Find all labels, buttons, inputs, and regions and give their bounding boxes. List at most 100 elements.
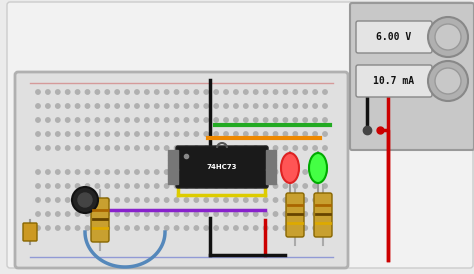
- Circle shape: [46, 146, 50, 150]
- Circle shape: [293, 118, 298, 122]
- Circle shape: [283, 104, 288, 108]
- Circle shape: [36, 104, 40, 108]
- Circle shape: [194, 146, 199, 150]
- Circle shape: [313, 212, 317, 216]
- Circle shape: [204, 226, 209, 230]
- Circle shape: [125, 198, 129, 202]
- FancyBboxPatch shape: [7, 2, 473, 268]
- Circle shape: [234, 90, 238, 94]
- Circle shape: [184, 170, 189, 174]
- Circle shape: [174, 212, 179, 216]
- Circle shape: [55, 104, 60, 108]
- Circle shape: [194, 132, 199, 136]
- Circle shape: [234, 132, 238, 136]
- Circle shape: [204, 146, 209, 150]
- Circle shape: [313, 90, 317, 94]
- Circle shape: [155, 198, 159, 202]
- Circle shape: [55, 90, 60, 94]
- Circle shape: [184, 132, 189, 136]
- Circle shape: [65, 226, 70, 230]
- Circle shape: [254, 118, 258, 122]
- Circle shape: [164, 226, 169, 230]
- Circle shape: [135, 132, 139, 136]
- Circle shape: [204, 212, 209, 216]
- Circle shape: [204, 118, 209, 122]
- Circle shape: [313, 184, 317, 188]
- Circle shape: [323, 132, 327, 136]
- Circle shape: [273, 118, 278, 122]
- Bar: [168, 160, 178, 165]
- FancyBboxPatch shape: [356, 65, 432, 97]
- Circle shape: [254, 170, 258, 174]
- Circle shape: [214, 184, 219, 188]
- Circle shape: [214, 226, 219, 230]
- Circle shape: [323, 90, 327, 94]
- Circle shape: [85, 104, 90, 108]
- Circle shape: [145, 212, 149, 216]
- Circle shape: [303, 198, 308, 202]
- Circle shape: [204, 184, 209, 188]
- Circle shape: [155, 132, 159, 136]
- Circle shape: [115, 226, 119, 230]
- Circle shape: [283, 132, 288, 136]
- Circle shape: [164, 184, 169, 188]
- Circle shape: [313, 104, 317, 108]
- Circle shape: [234, 198, 238, 202]
- Circle shape: [145, 118, 149, 122]
- Circle shape: [65, 184, 70, 188]
- Circle shape: [164, 198, 169, 202]
- Circle shape: [46, 132, 50, 136]
- FancyBboxPatch shape: [23, 223, 37, 241]
- Circle shape: [204, 132, 209, 136]
- Circle shape: [214, 118, 219, 122]
- Circle shape: [72, 187, 98, 213]
- Circle shape: [85, 146, 90, 150]
- Circle shape: [75, 212, 80, 216]
- Circle shape: [303, 212, 308, 216]
- Circle shape: [36, 90, 40, 94]
- Circle shape: [303, 170, 308, 174]
- Circle shape: [145, 184, 149, 188]
- Circle shape: [303, 132, 308, 136]
- Circle shape: [194, 90, 199, 94]
- Circle shape: [46, 198, 50, 202]
- Circle shape: [135, 146, 139, 150]
- Circle shape: [65, 104, 70, 108]
- Circle shape: [224, 146, 228, 150]
- Circle shape: [234, 104, 238, 108]
- Bar: [266, 150, 276, 155]
- Circle shape: [254, 146, 258, 150]
- Circle shape: [303, 184, 308, 188]
- Circle shape: [293, 132, 298, 136]
- Circle shape: [214, 170, 219, 174]
- Circle shape: [194, 118, 199, 122]
- Circle shape: [244, 90, 248, 94]
- Circle shape: [145, 132, 149, 136]
- Bar: [168, 179, 178, 184]
- Circle shape: [105, 170, 109, 174]
- Ellipse shape: [309, 153, 327, 183]
- Circle shape: [46, 118, 50, 122]
- Circle shape: [125, 90, 129, 94]
- Circle shape: [214, 132, 219, 136]
- Circle shape: [224, 90, 228, 94]
- Circle shape: [95, 212, 100, 216]
- Circle shape: [234, 118, 238, 122]
- Circle shape: [95, 90, 100, 94]
- Circle shape: [428, 61, 468, 101]
- Circle shape: [115, 170, 119, 174]
- Circle shape: [115, 146, 119, 150]
- Circle shape: [155, 184, 159, 188]
- Circle shape: [55, 170, 60, 174]
- Circle shape: [244, 170, 248, 174]
- Circle shape: [204, 198, 209, 202]
- Circle shape: [75, 104, 80, 108]
- Circle shape: [323, 118, 327, 122]
- Circle shape: [36, 212, 40, 216]
- Circle shape: [174, 90, 179, 94]
- Circle shape: [164, 104, 169, 108]
- Circle shape: [303, 146, 308, 150]
- Circle shape: [323, 212, 327, 216]
- Circle shape: [224, 212, 228, 216]
- Circle shape: [224, 118, 228, 122]
